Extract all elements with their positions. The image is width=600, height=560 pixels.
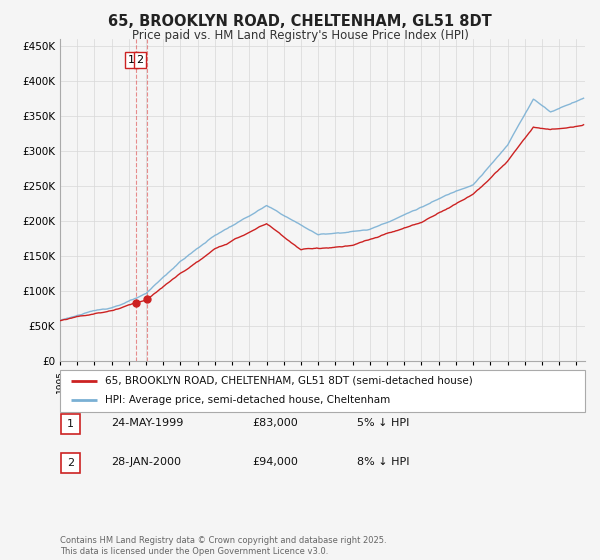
Text: 1: 1 [67, 419, 74, 429]
Text: 65, BROOKLYN ROAD, CHELTENHAM, GL51 8DT (semi-detached house): 65, BROOKLYN ROAD, CHELTENHAM, GL51 8DT … [104, 376, 472, 386]
Text: £83,000: £83,000 [252, 418, 298, 428]
Text: 65, BROOKLYN ROAD, CHELTENHAM, GL51 8DT: 65, BROOKLYN ROAD, CHELTENHAM, GL51 8DT [108, 14, 492, 29]
Text: Contains HM Land Registry data © Crown copyright and database right 2025.
This d: Contains HM Land Registry data © Crown c… [60, 536, 386, 556]
Text: £94,000: £94,000 [252, 457, 298, 467]
Text: 24-MAY-1999: 24-MAY-1999 [111, 418, 184, 428]
Text: 8% ↓ HPI: 8% ↓ HPI [357, 457, 409, 467]
Text: HPI: Average price, semi-detached house, Cheltenham: HPI: Average price, semi-detached house,… [104, 395, 390, 405]
Text: Price paid vs. HM Land Registry's House Price Index (HPI): Price paid vs. HM Land Registry's House … [131, 29, 469, 42]
Text: 5% ↓ HPI: 5% ↓ HPI [357, 418, 409, 428]
Text: 2: 2 [67, 458, 74, 468]
Text: 1: 1 [128, 55, 135, 65]
Text: 2: 2 [136, 55, 143, 65]
Text: 28-JAN-2000: 28-JAN-2000 [111, 457, 181, 467]
